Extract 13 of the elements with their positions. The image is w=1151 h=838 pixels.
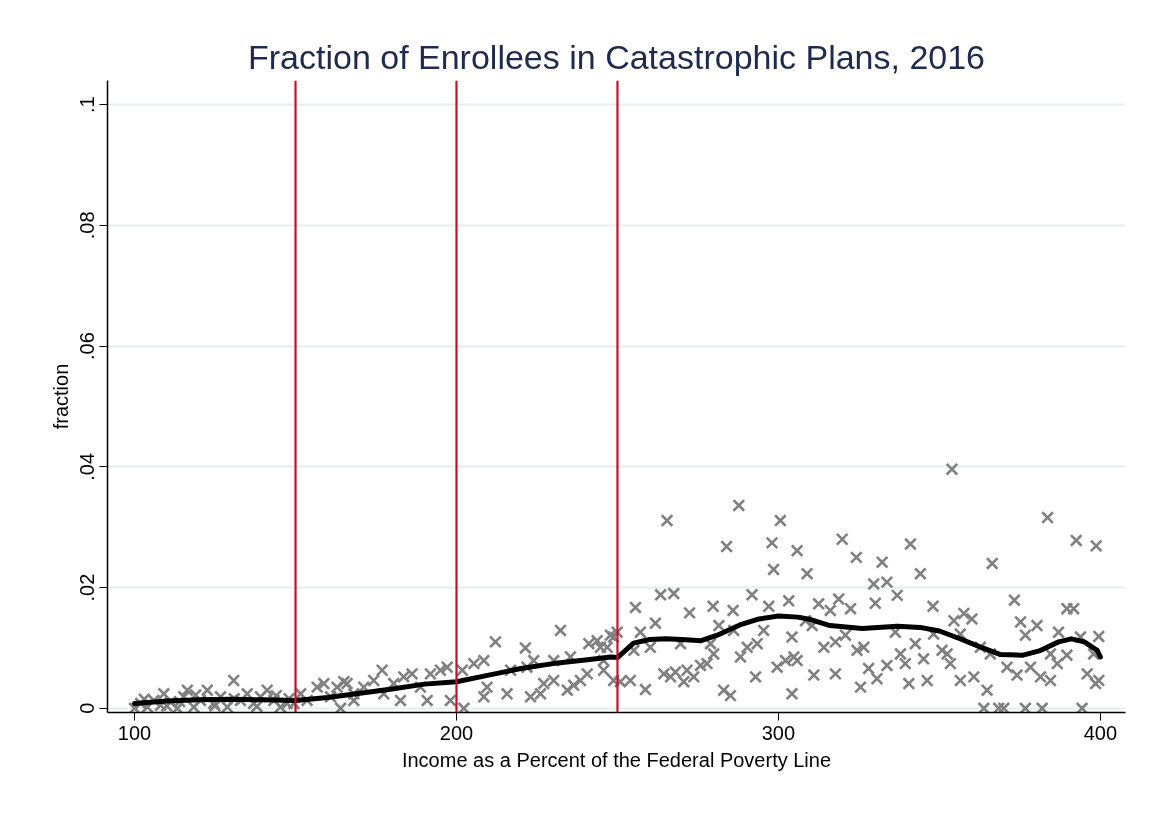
- x-tick-label: 200: [439, 721, 474, 744]
- y-tick-label: .02: [76, 573, 99, 602]
- y-tick-label: .06: [76, 332, 99, 360]
- chart-title: Fraction of Enrollees in Catastrophic Plans, 2016: [247, 37, 986, 76]
- y-axis-title: fraction: [49, 363, 72, 430]
- x-axis-title: Income as a Percent of the Federal Poverty Line: [401, 748, 832, 771]
- x-tick-label: 100: [117, 721, 152, 744]
- y-tick-label: 0: [76, 702, 99, 714]
- x-tick-label: 400: [1083, 721, 1118, 744]
- x-tick-label: 300: [761, 721, 796, 744]
- y-tick-label: .1: [76, 96, 99, 113]
- y-tick-label: .08: [76, 211, 99, 240]
- y-tick-label: .04: [76, 452, 99, 481]
